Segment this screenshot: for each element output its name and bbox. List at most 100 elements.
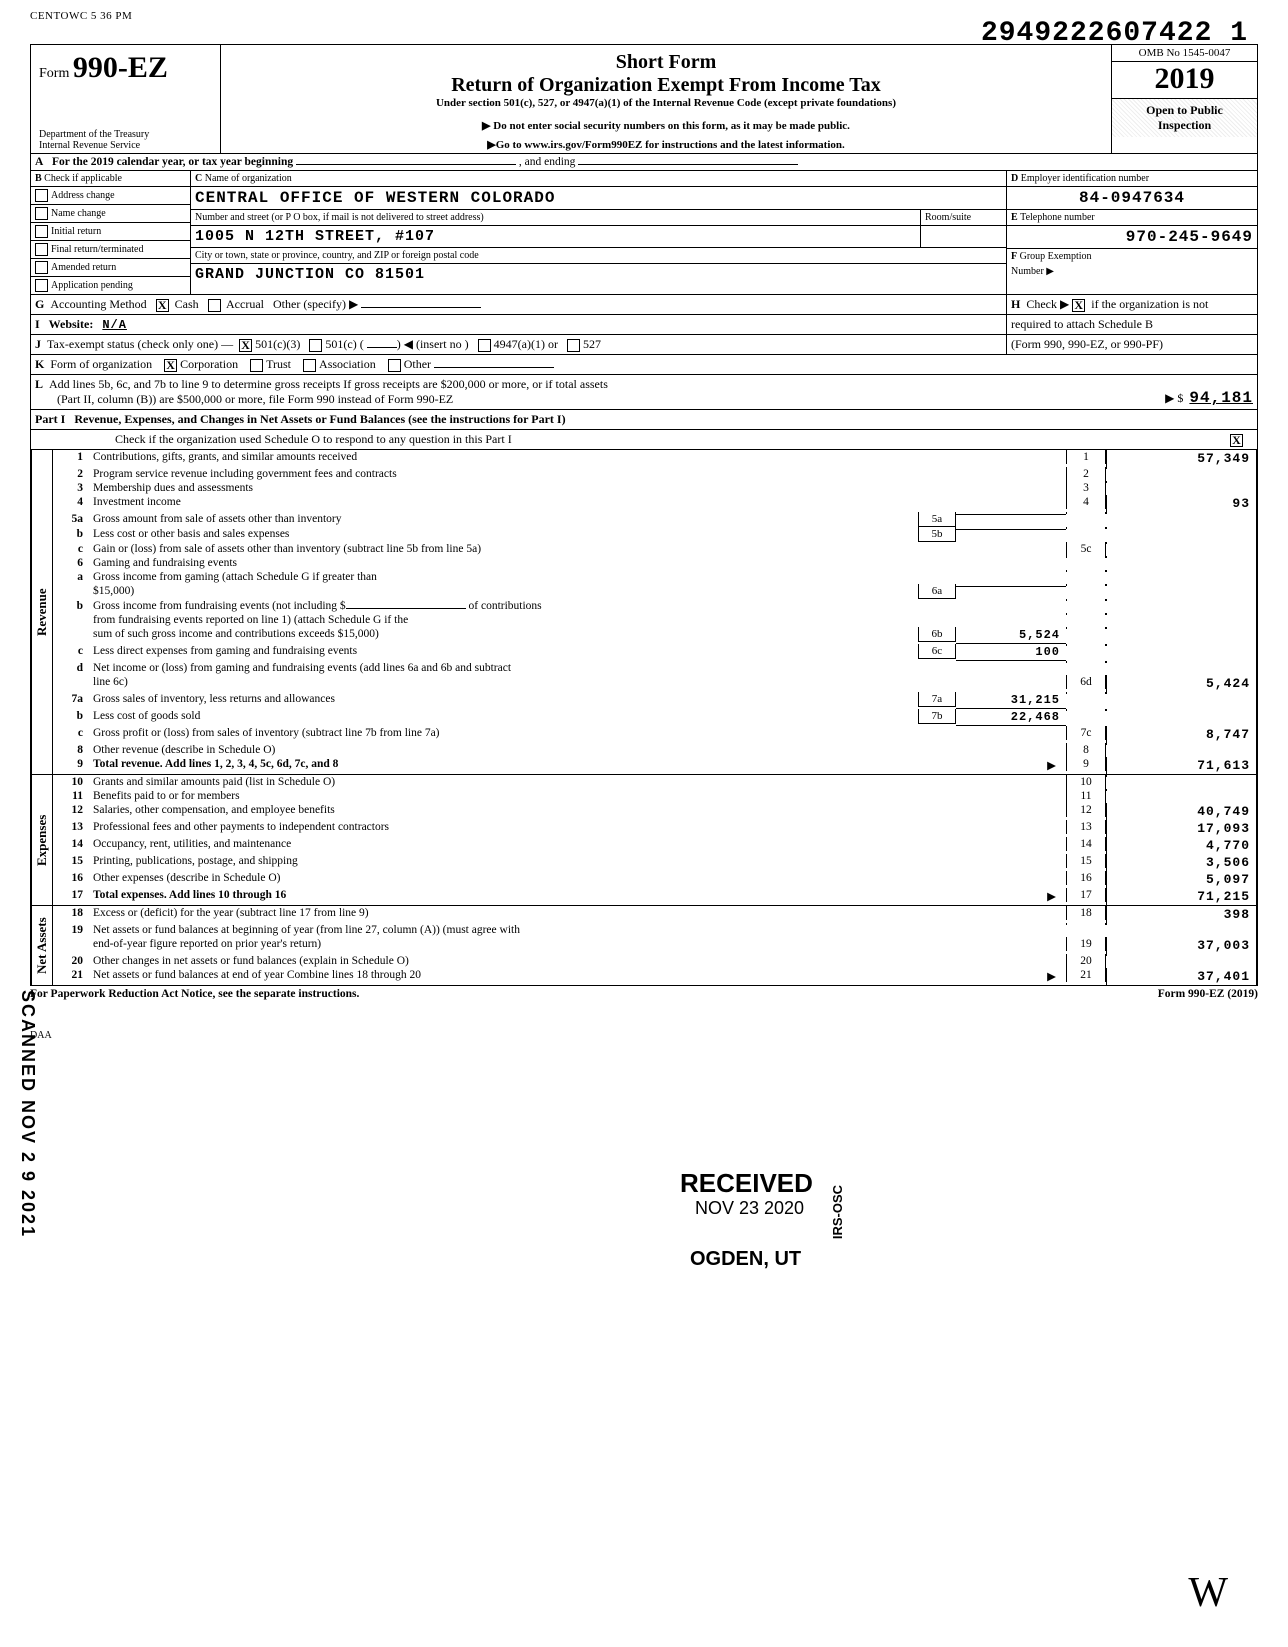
hatch-5b-amt [1106,527,1256,529]
desc-19-2: end-of-year figure reported on prior yea… [89,937,1066,951]
phone: 970-245-9649 [1007,226,1257,249]
checkbox-4947[interactable] [478,339,491,352]
checkbox-initial-return[interactable] [35,225,48,238]
checkbox-527[interactable] [567,339,580,352]
received-date-stamp: NOV 23 2020 [695,1198,804,1219]
checkbox-address-change[interactable] [35,189,48,202]
box-e-label: Telephone number [1020,212,1095,223]
amt-21: 37,401 [1106,968,1256,985]
ln-19: 19 [53,923,89,937]
ln-16: 16 [53,871,89,885]
checkbox-application-pending[interactable] [35,279,48,292]
footer-right: Form 990-EZ (2019) [1158,988,1258,1000]
box-19: 19 [1066,937,1106,951]
revenue-label: Revenue [31,450,52,774]
ln-7a: 7a [53,692,89,706]
box-c: C Name of organization CENTRAL OFFICE OF… [191,171,1007,294]
amt-3 [1106,481,1256,483]
tax-year: 2019 [1112,62,1257,99]
irs-osc-stamp: IRS-OSC [830,1185,845,1239]
checkbox-amended[interactable] [35,261,48,274]
amt-2 [1106,467,1256,469]
box-b: B Check if applicable Address change Nam… [31,171,191,294]
box-17: 17 [1066,888,1106,902]
org-name: CENTRAL OFFICE OF WESTERN COLORADO [191,187,1006,210]
net-assets-label: Net Assets [31,906,52,985]
label-address-change: Address change [51,190,115,201]
amt-12: 40,749 [1106,803,1256,820]
form-header: Form 990-EZ Department of the Treasury I… [30,44,1258,154]
checkbox-schedule-o[interactable]: X [1230,434,1243,447]
desc-7c: Gross profit or (loss) from sales of inv… [89,726,1066,740]
ln-12: 12 [53,803,89,817]
goto-link-text: ▶Go to www.irs.gov/Form990EZ for instruc… [229,138,1103,151]
checkbox-association[interactable] [303,359,316,372]
midv-6c: 100 [956,644,1066,661]
desc-7b: Less cost of goods sold [89,709,918,723]
box-d-label: Employer identification number [1021,173,1149,184]
ln-11: 11 [53,789,89,803]
amt-8 [1106,743,1256,745]
desc-16: Other expenses (describe in Schedule O) [89,871,1066,885]
desc-4: Investment income [89,495,1066,509]
label-accrual: Accrual [226,297,264,311]
amt-19: 37,003 [1106,937,1256,954]
ln-5a: 5a [53,512,89,526]
box-b-label: Check if applicable [44,173,122,184]
label-name-change: Name change [51,208,106,219]
box-c-city-label: City or town, state or province, country… [191,248,1006,264]
box-21: 21 [1066,968,1106,982]
hatch-6b2-amt [1106,613,1256,615]
checkbox-final-return[interactable] [35,243,48,256]
part-1-check-line: Check if the organization used Schedule … [30,430,1258,450]
checkbox-cash[interactable]: X [156,299,169,312]
desc-15: Printing, publications, postage, and shi… [89,854,1066,868]
desc-6b-3: from fundraising events reported on line… [89,613,918,627]
box-18: 18 [1066,906,1106,920]
checkbox-name-change[interactable] [35,207,48,220]
desc-13: Professional fees and other payments to … [89,820,1066,834]
form-number-block: Form 990-EZ [39,51,212,85]
box-1: 1 [1066,450,1106,464]
part-1-check-text: Check if the organization used Schedule … [35,432,1223,447]
box-16: 16 [1066,871,1106,885]
ln-17: 17 [53,888,89,902]
box-20: 20 [1066,954,1106,968]
checkbox-501c[interactable] [309,339,322,352]
checkbox-schedule-b[interactable]: X [1072,299,1085,312]
desc-18: Excess or (deficit) for the year (subtra… [89,906,1066,920]
hatch-6d-amt [1106,661,1256,663]
checkbox-accrual[interactable] [208,299,221,312]
checkbox-other-org[interactable] [388,359,401,372]
checkbox-trust[interactable] [250,359,263,372]
desc-6a-2: $15,000) [89,584,918,598]
box-15: 15 [1066,854,1106,868]
footer-left: For Paperwork Reduction Act Notice, see … [30,988,359,1000]
desc-8: Other revenue (describe in Schedule O) [89,743,1066,757]
mid-7b: 7b [918,709,956,724]
open-to-public: Open to Public Inspection [1112,99,1257,137]
desc-6a: Gross income from gaming (attach Schedul… [93,571,377,583]
dept-treasury: Department of the Treasury Internal Reve… [39,129,212,151]
amt-6d: 5,424 [1106,675,1256,692]
checkbox-501c3[interactable]: X [239,339,252,352]
hatch-7a [1066,692,1106,694]
line-a-ending: , and ending [519,156,576,168]
hatch-6b3 [1066,627,1106,629]
hatch-6c-amt [1106,644,1256,646]
hatch-7b [1066,709,1106,711]
desc-6: Gaming and fundraising events [89,556,1066,570]
label-501c: 501(c) ( [325,337,363,351]
checkbox-corporation[interactable]: X [164,359,177,372]
desc-14: Occupancy, rent, utilities, and maintena… [89,837,1066,851]
hatch-19 [1066,923,1106,925]
mid-5a: 5a [918,512,956,527]
expenses-label: Expenses [31,775,52,905]
dept-line-1: Department of the Treasury [39,129,212,140]
label-application-pending: Application pending [51,280,133,291]
org-city: GRAND JUNCTION CO 81501 [191,264,1006,285]
line-l-arrow: ▶ $ [1165,391,1183,405]
ln-10: 10 [53,775,89,789]
scanned-side-stamp: SCANNED NOV 2 9 2021 [17,990,38,1238]
label-527: 527 [583,337,601,351]
